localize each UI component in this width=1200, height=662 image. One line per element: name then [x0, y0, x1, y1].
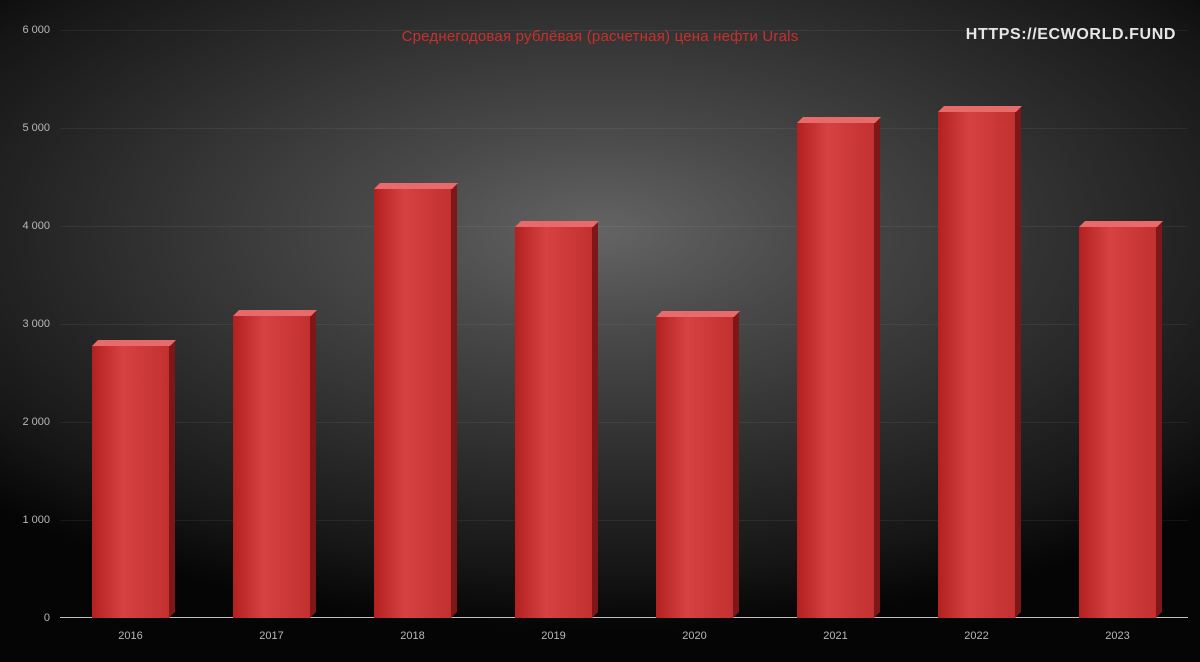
bar: [797, 123, 875, 618]
bar-slot: [938, 112, 1016, 618]
bar-side: [1156, 221, 1162, 618]
bar-side: [874, 117, 880, 618]
bar-front: [656, 317, 734, 618]
bar-side: [169, 340, 175, 618]
bar-front: [233, 316, 311, 618]
bar-slot: [233, 316, 311, 618]
x-tick-label: 2021: [823, 630, 847, 642]
bar: [515, 227, 593, 618]
x-axis-baseline: [60, 617, 1188, 618]
y-tick-label: 3 000: [2, 318, 50, 330]
x-tick-label: 2019: [541, 630, 565, 642]
bar-side: [310, 310, 316, 618]
bar-slot: [1079, 227, 1157, 618]
chart-stage: Среднегодовая рублёвая (расчетная) цена …: [0, 0, 1200, 662]
bar-front: [374, 189, 452, 618]
bar-slot: [374, 189, 452, 618]
bar-front: [1079, 227, 1157, 618]
y-tick-label: 5 000: [2, 122, 50, 134]
x-tick-label: 2018: [400, 630, 424, 642]
y-tick-label: 1 000: [2, 514, 50, 526]
bar-slot: [92, 346, 170, 618]
bar-slot: [656, 317, 734, 618]
y-tick-label: 2 000: [2, 416, 50, 428]
bar: [938, 112, 1016, 618]
bar-side: [451, 183, 457, 618]
bar-slot: [515, 227, 593, 618]
bar: [1079, 227, 1157, 618]
y-gridline: [60, 30, 1188, 31]
bar: [374, 189, 452, 618]
plot-area: 01 0002 0003 0004 0005 0006 000201620172…: [60, 30, 1188, 618]
y-tick-label: 6 000: [2, 24, 50, 36]
bar: [656, 317, 734, 618]
bar-slot: [797, 123, 875, 618]
x-tick-label: 2020: [682, 630, 706, 642]
y-tick-label: 4 000: [2, 220, 50, 232]
x-tick-label: 2023: [1105, 630, 1129, 642]
y-tick-label: 0: [2, 612, 50, 624]
bar-front: [797, 123, 875, 618]
x-tick-label: 2016: [118, 630, 142, 642]
bar-front: [92, 346, 170, 618]
bar-side: [733, 311, 739, 618]
bar-side: [592, 221, 598, 618]
bar-front: [938, 112, 1016, 618]
bar: [233, 316, 311, 618]
bar: [92, 346, 170, 618]
bar-side: [1015, 106, 1021, 618]
x-tick-label: 2022: [964, 630, 988, 642]
x-tick-label: 2017: [259, 630, 283, 642]
bar-front: [515, 227, 593, 618]
